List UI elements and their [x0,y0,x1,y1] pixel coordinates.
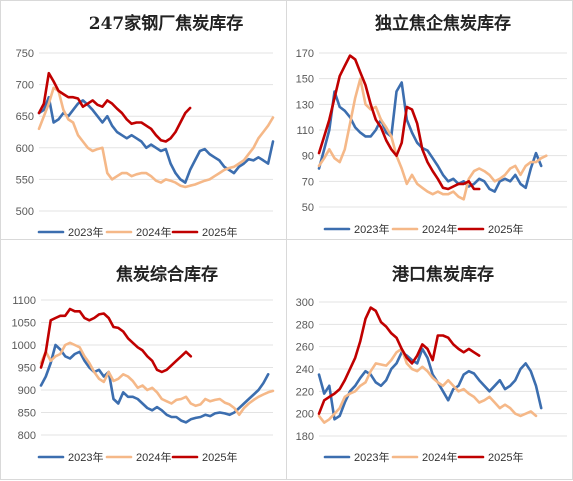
chart-svg: 焦炭综合库存 800 850 900 950 1000 1050 1100 2023年 2024年… [12,264,275,464]
chart-svg: 独立焦企焦炭库存 50 70 90 110 130 150 170 2023年 2024年 2025… [296,13,567,236]
y-tick-label: 500 [16,206,34,218]
gridlines [319,52,567,208]
series-line-2023年 [317,347,543,421]
chart-title: 独立焦企焦炭库存 [375,13,511,34]
y-tick-label: 220 [296,386,314,398]
gridlines [39,52,273,212]
legend-label: 2024年 [136,450,171,464]
series-line-2023年 [37,95,275,184]
series-line-2023年 [39,343,270,424]
legend-label: 2024年 [136,225,171,239]
y-tick-label: 200 [296,409,314,421]
y-tick-label: 800 [18,430,36,442]
y-tick-label: 850 [18,408,36,420]
legend-label: 2024年 [422,222,457,236]
legend: 2023年 2024年 2025年 [323,222,523,236]
y-tick-label: 70 [302,176,314,188]
legend-label: 2023年 [354,450,389,464]
legend-label: 2025年 [202,450,237,464]
legend-label: 2025年 [488,450,523,464]
legend-label: 2023年 [354,222,389,236]
legend-label: 2025年 [488,222,523,236]
y-tick-label: 300 [296,297,314,309]
legend: 2023年 2024年 2025年 [323,450,523,464]
series-line-2024年 [317,77,548,201]
y-tick-label: 240 [296,364,314,376]
series-line-2023年 [317,81,543,193]
legend-label: 2023年 [68,450,103,464]
y-tick-label: 110 [296,125,314,137]
chart-title: 焦炭综合库存 [115,264,218,285]
y-tick-label: 280 [296,319,314,331]
y-tick-label: 600 [16,143,34,155]
chart-panel-port-coke-inventory: 港口焦炭库存 180 200 220 240 260 280 300 2023年 2024年 202… [286,239,573,480]
y-tick-label: 550 [16,174,34,186]
series-line-2025年 [317,306,481,415]
chart-panel-total-coke-inventory: 焦炭综合库存 800 850 900 950 1000 1050 1100 2023年 2024年… [0,239,287,480]
y-tick-label: 1100 [12,295,36,307]
y-tick-label: 180 [296,431,314,443]
legend: 2023年 2024年 2025年 [37,450,237,464]
y-tick-label: 900 [18,385,36,397]
series-line-2025年 [317,54,481,191]
legend: 2023年 2024年 2025年 [37,225,237,239]
series-line-2025年 [39,307,193,374]
legend-label: 2025年 [202,225,237,239]
series-line-2024年 [317,347,538,424]
series-line-2024年 [39,341,275,417]
legend-label: 2024年 [422,450,457,464]
y-tick-label: 260 [296,342,314,354]
y-tick-label: 700 [16,80,34,92]
chart-title: 港口焦炭库存 [392,264,494,285]
y-tick-label: 750 [16,48,34,60]
chart-panel-independent-coking-inventory: 独立焦企焦炭库存 50 70 90 110 130 150 170 2023年 2024年 2025… [286,0,573,240]
legend-label: 2023年 [68,225,103,239]
series-line-2024年 [37,86,275,189]
y-tick-label: 1050 [12,318,36,330]
y-tick-label: 1000 [12,340,36,352]
y-tick-label: 170 [296,48,314,60]
y-tick-label: 90 [302,151,314,163]
y-tick-label: 130 [296,99,314,111]
y-tick-label: 50 [302,202,314,214]
y-tick-label: 150 [296,74,314,86]
chart-panel-steel-mill-coke-inventory: 247家钢厂焦炭库存 500 550 600 650 700 750 2023年 2024年 20… [0,0,287,240]
y-tick-label: 650 [16,111,34,123]
series-line-2025年 [37,71,192,143]
chart-title: 247家钢厂焦炭库存 [89,13,244,34]
y-tick-label: 950 [18,363,36,375]
gridlines [319,301,567,437]
